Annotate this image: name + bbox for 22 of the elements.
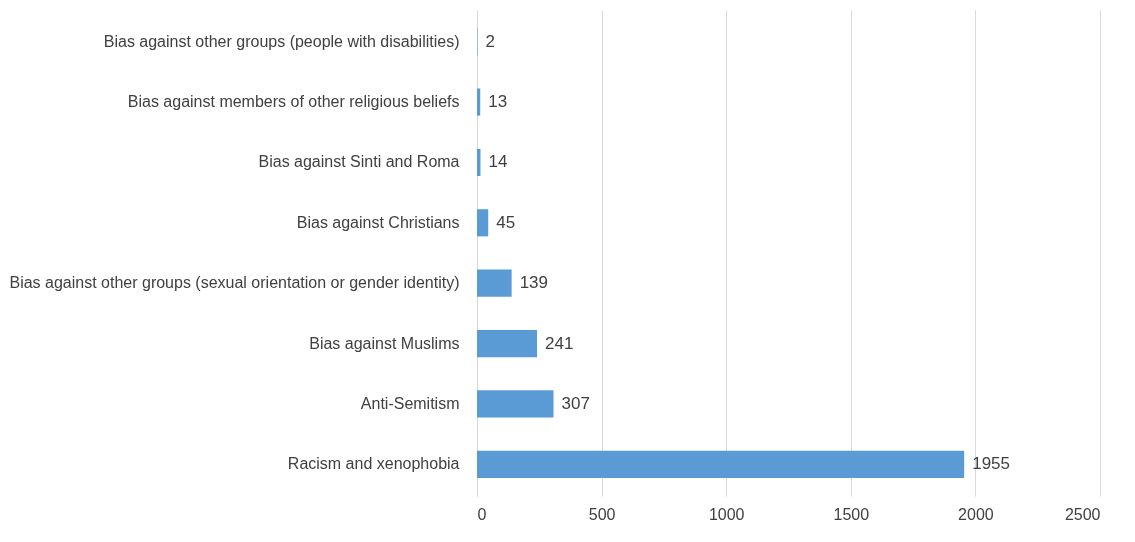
x-tick-label: 0 [477,505,487,523]
y-tick-label: Bias against other groups (sexual orientation or gender identity) [9,274,460,292]
y-tick-label: Bias against other groups (people with disabilities) [103,32,460,50]
data-label: 13 [488,92,508,112]
x-tick-label: 500 [588,505,616,523]
data-label: 45 [496,212,516,232]
y-tick-label: Bias against members of other religious beliefs [127,93,460,111]
x-tick-label: 2500 [1064,505,1101,523]
data-label: 139 [519,273,549,293]
data-label: 1955 [972,454,1011,474]
y-tick-label: Anti-Semitism [360,394,460,412]
data-label: 14 [488,152,508,172]
x-tick-label: 2000 [958,505,994,523]
y-tick-label: Bias against Sinti and Roma [258,153,460,171]
data-label: 241 [545,333,574,353]
x-tick-label: 1000 [708,505,745,523]
y-tick-label: Bias against Christians [296,213,460,231]
y-tick-label: Racism and xenophobia [287,455,460,473]
data-label: 2 [485,31,495,51]
y-tick-label: Bias against Muslims [309,334,460,352]
data-label: 307 [561,393,590,413]
x-tick-label: 1500 [833,505,870,523]
